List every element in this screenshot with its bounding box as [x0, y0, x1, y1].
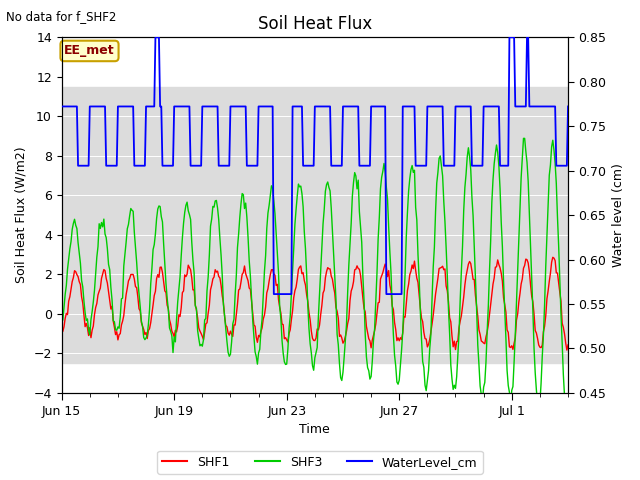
Y-axis label: Water level (cm): Water level (cm) — [612, 163, 625, 267]
Text: EE_met: EE_met — [64, 45, 115, 58]
Y-axis label: Soil Heat Flux (W/m2): Soil Heat Flux (W/m2) — [15, 147, 28, 283]
Title: Soil Heat Flux: Soil Heat Flux — [258, 15, 372, 33]
X-axis label: Time: Time — [300, 423, 330, 436]
Text: No data for f_SHF2: No data for f_SHF2 — [6, 10, 116, 23]
Legend: SHF1, SHF3, WaterLevel_cm: SHF1, SHF3, WaterLevel_cm — [157, 451, 483, 474]
Bar — [61, 87, 568, 363]
